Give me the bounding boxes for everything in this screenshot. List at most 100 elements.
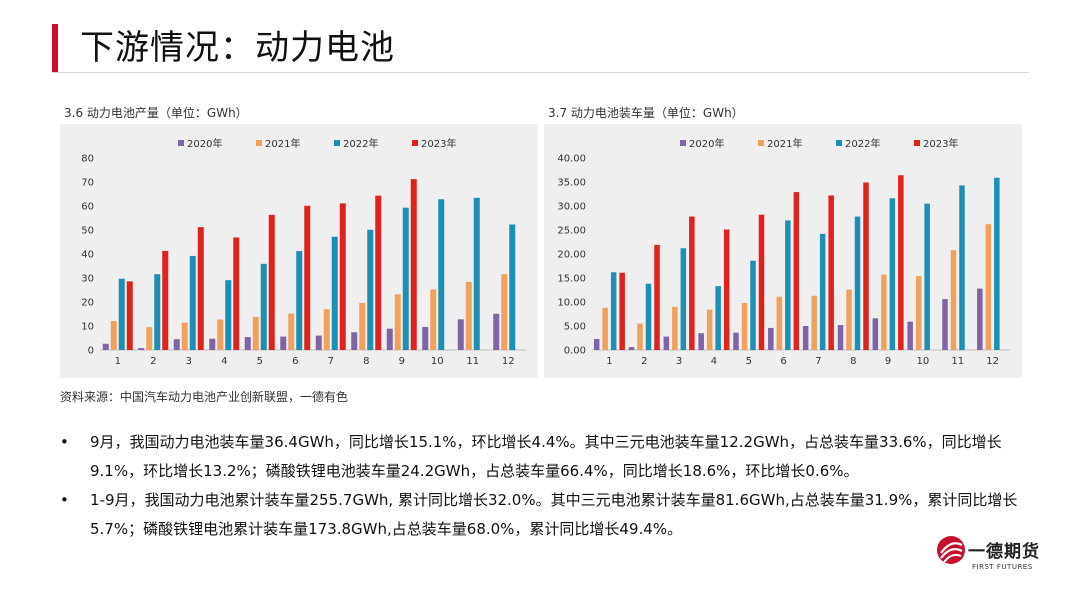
x-tick-label: 4 xyxy=(711,356,717,367)
bar xyxy=(750,260,756,350)
bar xyxy=(758,214,765,350)
y-tick-label: 25.00 xyxy=(557,226,586,237)
bar xyxy=(811,295,817,350)
bar xyxy=(994,177,1000,350)
legend-swatch-3 xyxy=(412,140,418,146)
bar xyxy=(828,195,834,350)
bullet-list: • 9月，我国动力电池装车量36.4GWh，同比增长15.1%，环比增长4.4%… xyxy=(60,428,1035,544)
x-tick-label: 5 xyxy=(746,356,752,367)
legend-swatch-0 xyxy=(178,140,184,146)
bar xyxy=(881,274,887,350)
bar xyxy=(733,332,739,350)
y-tick-label: 0.00 xyxy=(564,346,586,357)
bar xyxy=(288,313,295,350)
x-tick-label: 11 xyxy=(466,356,479,367)
bar xyxy=(889,198,896,350)
x-tick-label: 3 xyxy=(186,356,192,367)
chart2-installation: 2020年 2021年 2022年 2023年 0.00 5.00 10.00 15.00 20… xyxy=(544,124,1022,378)
x-tick-label: 10 xyxy=(917,356,930,367)
legend-label: 2020年 xyxy=(689,137,724,150)
x-tick-label: 8 xyxy=(850,356,856,367)
bar xyxy=(907,321,913,350)
bar xyxy=(872,318,879,350)
page-title: 下游情况：动力电池 xyxy=(80,28,395,68)
y-tick-label: 30.00 xyxy=(557,202,586,213)
bar xyxy=(898,175,904,350)
bar xyxy=(233,237,240,350)
bar xyxy=(602,307,608,350)
bar xyxy=(689,216,695,350)
bar xyxy=(438,199,445,350)
bar xyxy=(162,250,169,350)
chart1-production: 2020年 2021年 2022年 2023年 0 10 20 30 40 50 60 70 80 1 2 3… xyxy=(60,124,538,378)
x-tick-label: 6 xyxy=(780,356,786,367)
legend-label: 2020年 xyxy=(187,137,222,150)
x-tick-label: 9 xyxy=(885,356,891,367)
bar xyxy=(680,248,687,350)
x-tick-label: 6 xyxy=(292,356,298,367)
bar xyxy=(304,205,311,350)
title-divider xyxy=(52,72,1029,73)
x-tick-label: 3 xyxy=(676,356,682,367)
company-logo: 一德期货 FIRST FUTURES xyxy=(932,533,1042,593)
legend-label: 2021年 xyxy=(265,137,300,150)
source-note: 资料来源：中国汽车动力电池产业创新联盟，一德有色 xyxy=(60,390,349,404)
bullet-marker: • xyxy=(60,491,69,509)
x-tick-label: 10 xyxy=(431,356,444,367)
x-tick-label: 7 xyxy=(815,356,821,367)
bar xyxy=(768,327,774,350)
bar xyxy=(422,326,429,350)
legend-swatch-2 xyxy=(334,140,340,146)
bar xyxy=(296,251,303,350)
bar xyxy=(465,281,472,350)
bar xyxy=(154,274,161,350)
bar xyxy=(959,185,965,350)
bar xyxy=(654,244,660,350)
bar xyxy=(985,224,992,350)
bar xyxy=(706,309,713,350)
bar xyxy=(741,302,748,350)
y-tick-label: 20 xyxy=(81,298,94,309)
bar xyxy=(619,272,625,350)
bar xyxy=(331,236,338,350)
bar xyxy=(394,294,401,350)
bar xyxy=(457,319,464,350)
bar xyxy=(260,263,267,350)
y-tick-label: 40.00 xyxy=(557,154,586,165)
bullet-item: • 1-9月，我国动力电池累计装车量255.7GWh, 累计同比增长32.0%。… xyxy=(60,486,1035,544)
bar xyxy=(846,289,852,350)
bar xyxy=(637,323,643,350)
bar xyxy=(430,289,437,350)
bar xyxy=(359,302,366,350)
bar xyxy=(138,348,145,350)
bar xyxy=(323,309,330,350)
bullet-text: 1-9月，我国动力电池累计装车量255.7GWh, 累计同比增长32.0%。其中… xyxy=(90,491,1018,538)
title-accent-bar xyxy=(52,24,58,72)
x-tick-label: 12 xyxy=(502,356,515,367)
y-tick-label: 40 xyxy=(81,250,94,261)
y-tick-label: 50 xyxy=(81,226,94,237)
legend-label: 2022年 xyxy=(343,137,378,150)
y-tick-label: 0 xyxy=(88,346,94,357)
bar xyxy=(915,276,922,350)
bullet-text: 9月，我国动力电池装车量36.4GWh，同比增长15.1%，环比增长4.4%。其… xyxy=(90,433,1002,480)
x-tick-label: 2 xyxy=(641,356,647,367)
bar xyxy=(924,203,930,350)
legend-label: 2022年 xyxy=(845,137,880,150)
legend-swatch-3 xyxy=(914,140,920,146)
chart1-title: 3.6 动力电池产量（单位：GWh） xyxy=(64,106,248,120)
bar xyxy=(268,214,275,350)
bar xyxy=(723,229,730,350)
legend-swatch-1 xyxy=(758,140,764,146)
y-tick-label: 30 xyxy=(81,274,94,285)
legend-swatch-1 xyxy=(256,140,262,146)
x-tick-label: 7 xyxy=(328,356,334,367)
bar xyxy=(118,278,125,350)
bar xyxy=(280,336,287,350)
bar xyxy=(593,338,600,350)
bar xyxy=(126,281,133,350)
bar xyxy=(854,216,861,350)
bar xyxy=(819,233,826,350)
y-tick-label: 60 xyxy=(81,202,94,213)
bar xyxy=(628,347,635,350)
